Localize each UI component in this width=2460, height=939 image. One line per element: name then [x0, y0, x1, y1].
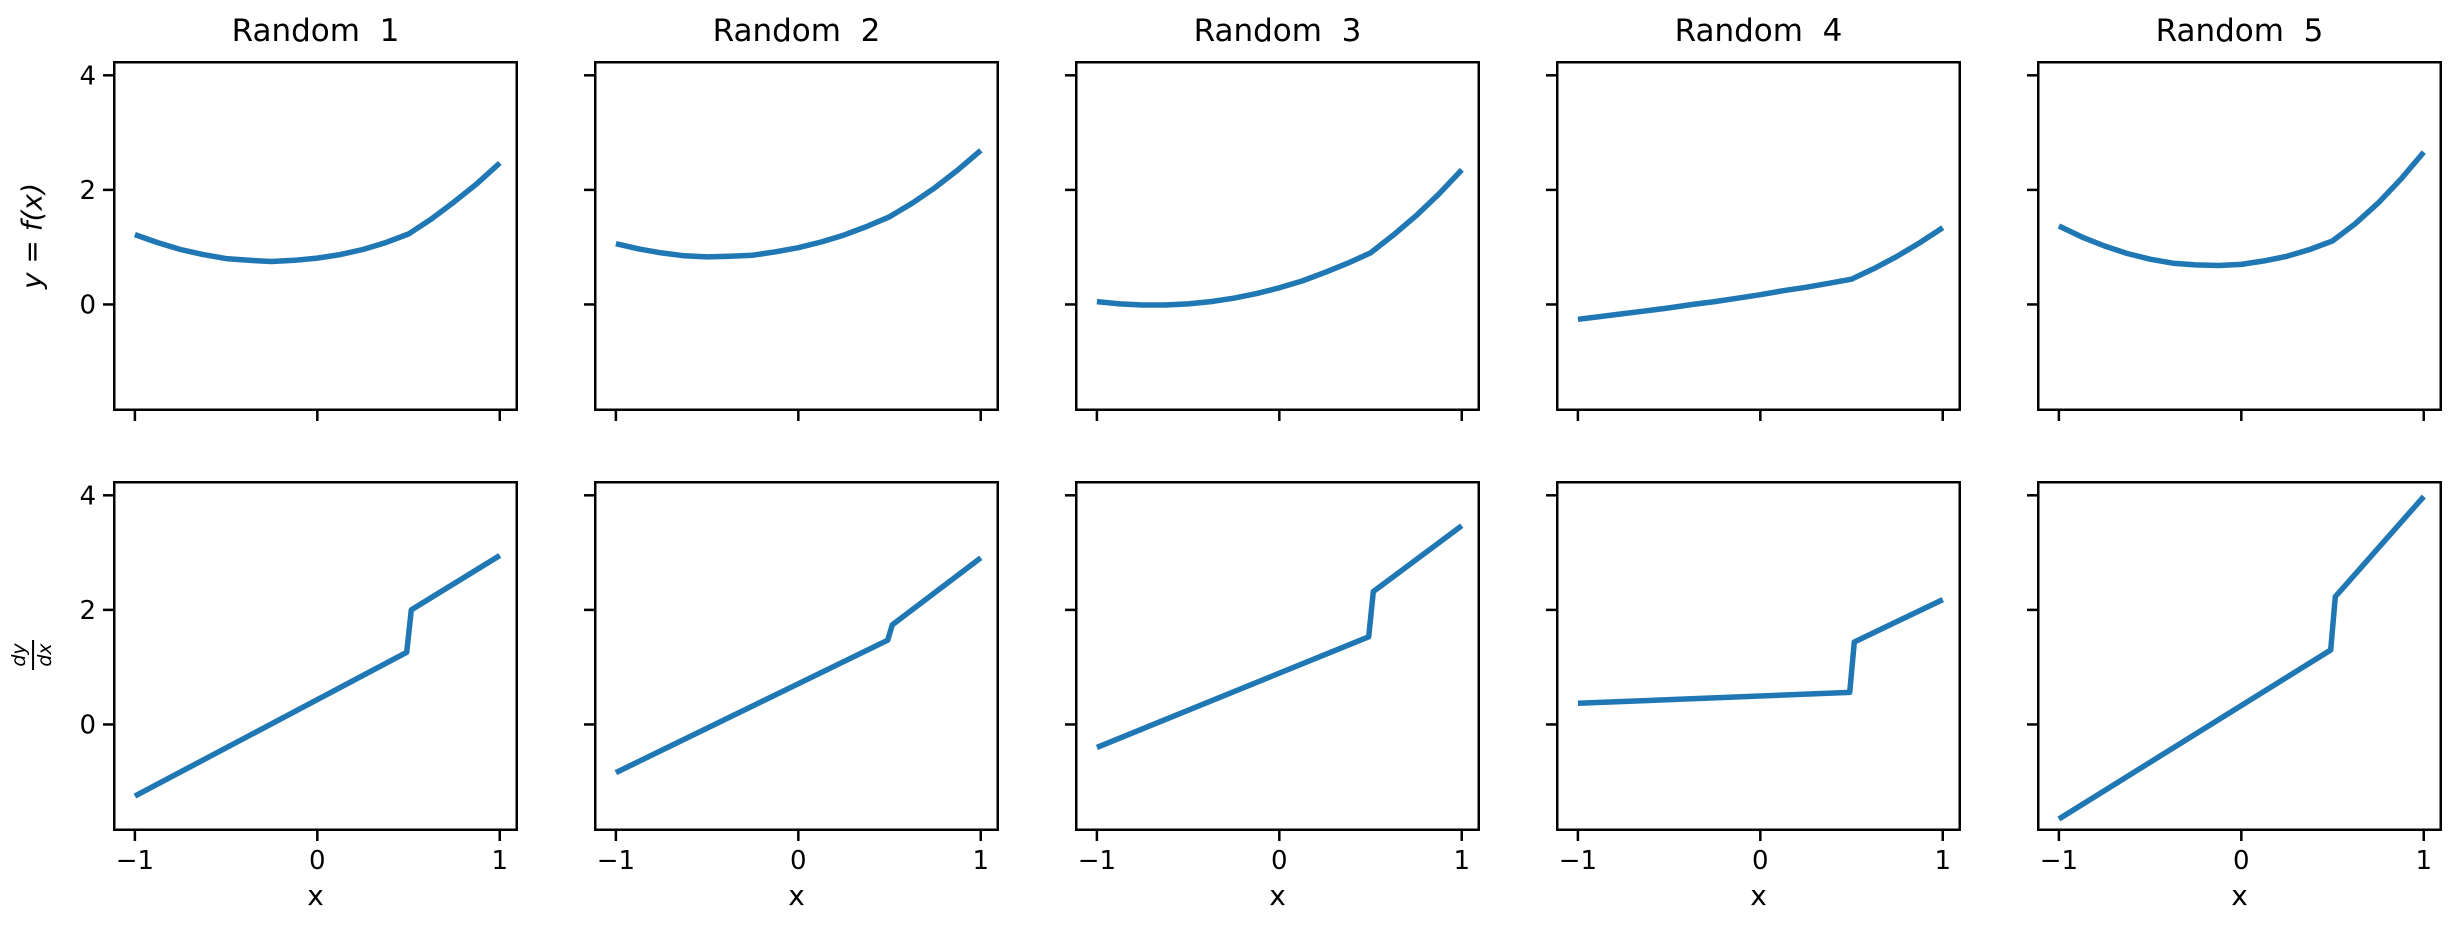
subplot-f-2: Random 2 — [584, 13, 999, 421]
x-axis-label-2: x — [788, 879, 805, 912]
subplot-f-1: Random 1 4 2 0 — [79, 13, 518, 421]
subplot-deriv-4: −1 0 1 x — [1546, 481, 1961, 912]
curve-line — [614, 555, 983, 776]
y-tick-label: 4 — [79, 61, 96, 91]
subplot-f-3: Random 3 — [1065, 13, 1480, 421]
y-tick-label: 0 — [79, 290, 96, 320]
subplot-title-4: Random 4 — [1674, 13, 1843, 49]
x-tick-label: 0 — [2233, 846, 2250, 876]
x-tick-label: 1 — [972, 846, 989, 876]
x-tick-label: −1 — [1078, 846, 1116, 876]
axes-spines — [594, 481, 999, 831]
subplot-deriv-5: −1 0 1 x — [2027, 481, 2442, 912]
curve-line — [2057, 150, 2426, 269]
curve-line — [1096, 167, 1464, 308]
subplot-deriv-1: −1 0 1 4 2 0 x — [79, 481, 518, 912]
x-tick-label: −1 — [597, 846, 635, 876]
axes-r1c4: −1 0 1 — [2027, 481, 2442, 876]
axes-r1c1: −1 0 1 — [584, 481, 999, 876]
axes-spines — [2037, 61, 2442, 411]
x-tick-label: 0 — [309, 846, 326, 876]
curve-line — [1577, 225, 1945, 323]
axes-spines — [2037, 481, 2442, 831]
x-tick-label: 1 — [2415, 846, 2432, 876]
axes-r1c2: −1 0 1 — [1065, 481, 1480, 876]
axes-spines — [113, 481, 518, 831]
y-axis-label-top-text: y = f(x) — [15, 182, 49, 290]
x-tick-label: 0 — [790, 846, 807, 876]
fraction-numerator: dy — [8, 643, 31, 667]
fraction-denominator: dx — [34, 643, 56, 667]
x-tick-label: 1 — [1934, 846, 1951, 876]
axes-r0c3 — [1546, 61, 1961, 421]
x-tick-label: 1 — [491, 846, 508, 876]
axes-spines — [1075, 481, 1480, 831]
curve-line — [2057, 494, 2426, 822]
y-tick-label: 2 — [79, 596, 96, 626]
subplot-deriv-3: −1 0 1 x — [1065, 481, 1480, 912]
axes-r1c3: −1 0 1 — [1546, 481, 1961, 876]
axes-spines — [1556, 61, 1961, 411]
subplot-title-1: Random 1 — [231, 13, 400, 49]
curve-line — [615, 148, 983, 260]
curve-line — [1095, 523, 1464, 750]
x-axis-label-1: x — [307, 879, 324, 912]
axes-r0c4 — [2027, 61, 2442, 421]
x-axis-label-4: x — [1750, 879, 1767, 912]
axes-r0c2 — [1065, 61, 1480, 421]
subplot-title-2: Random 2 — [712, 13, 881, 49]
x-tick-label: 0 — [1752, 846, 1769, 876]
x-axis-label-5: x — [2231, 879, 2248, 912]
y-tick-label: 4 — [79, 481, 96, 511]
x-tick-label: −1 — [2040, 846, 2078, 876]
subplot-title-5: Random 5 — [2155, 13, 2324, 49]
axes-spines — [594, 61, 999, 411]
axes-spines — [1075, 61, 1480, 411]
axes-spines — [113, 61, 518, 411]
subplot-f-4: Random 4 — [1546, 13, 1961, 421]
y-tick-label: 2 — [79, 176, 96, 206]
curve-line — [133, 160, 502, 265]
axes-r0c0: 4 2 0 — [79, 61, 518, 421]
axes-r0c1 — [584, 61, 999, 421]
curve-line — [133, 553, 502, 799]
axes-spines — [1556, 481, 1961, 831]
subplot-title-3: Random 3 — [1193, 13, 1362, 49]
subplot-deriv-2: −1 0 1 x — [584, 481, 999, 912]
y-tick-label: 0 — [79, 710, 96, 740]
x-tick-label: 1 — [1453, 846, 1470, 876]
axes-r1c0: −1 0 1 4 2 0 — [79, 481, 518, 876]
x-axis-label-3: x — [1269, 879, 1286, 912]
subplot-f-5: Random 5 — [2027, 13, 2442, 421]
x-tick-label: 0 — [1271, 846, 1288, 876]
x-tick-label: −1 — [116, 846, 154, 876]
x-tick-label: −1 — [1559, 846, 1597, 876]
dy-dx-fraction: dy dx — [8, 640, 56, 670]
curve-line — [1577, 597, 1944, 707]
